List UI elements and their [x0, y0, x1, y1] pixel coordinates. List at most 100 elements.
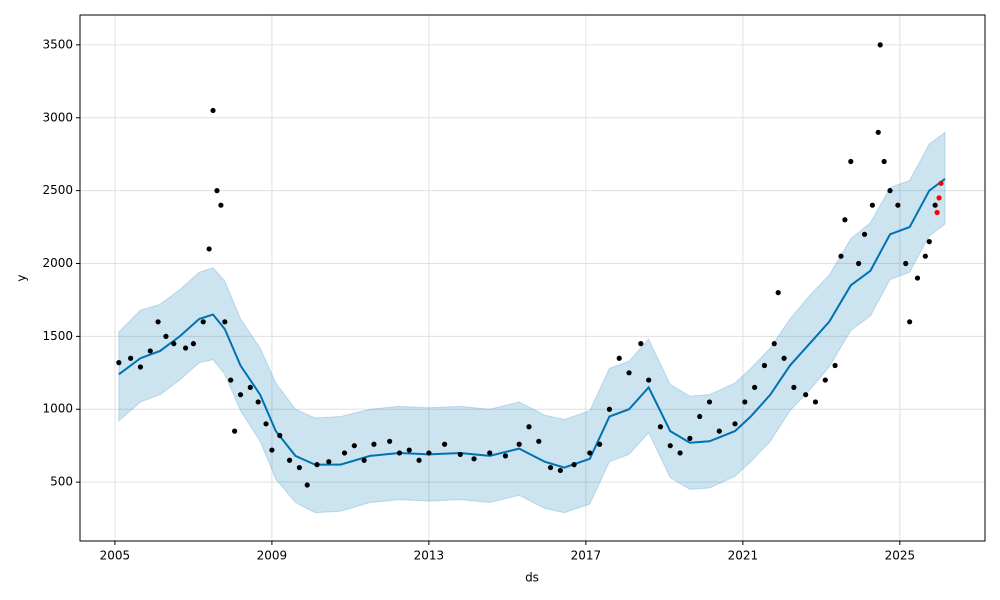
data-point: [182, 345, 189, 351]
data-point: [516, 441, 522, 447]
data-point: [296, 464, 302, 471]
data-point: [228, 377, 234, 383]
data-point: [752, 384, 758, 390]
data-point: [907, 319, 913, 325]
data-point: [687, 435, 693, 441]
data-point: [387, 438, 393, 444]
data-point: [547, 464, 554, 471]
data-point: [822, 377, 828, 383]
data-point: [277, 432, 283, 439]
data-point: [938, 180, 944, 186]
data-point: [206, 246, 212, 252]
data-point: [657, 424, 664, 430]
data-point: [314, 462, 320, 468]
data-point: [416, 457, 422, 463]
x-axis-label: ds: [525, 571, 539, 585]
data-point: [922, 253, 928, 259]
y-tick-label: 1500: [42, 329, 73, 343]
data-point: [371, 441, 377, 447]
data-point: [832, 362, 838, 369]
data-point: [732, 421, 738, 427]
data-point: [936, 195, 942, 201]
axes-frame: [79, 14, 986, 542]
y-tick-label: 3500: [42, 37, 73, 51]
data-point: [914, 275, 921, 281]
y-tick-label: 2000: [42, 256, 73, 270]
plot-area: [80, 15, 985, 541]
data-point: [571, 462, 577, 468]
data-point: [877, 42, 883, 48]
data-point: [638, 341, 644, 347]
data-point: [626, 370, 632, 376]
x-tick-label: 2025: [885, 549, 916, 563]
data-point: [812, 399, 819, 405]
data-point: [716, 428, 722, 434]
data-point: [606, 406, 613, 412]
data-point: [441, 441, 448, 447]
data-point: [471, 456, 477, 462]
data-point: [887, 188, 893, 194]
x-tick-label: 2017: [571, 549, 602, 563]
data-point: [781, 355, 787, 361]
data-point: [536, 438, 542, 444]
x-tick-label: 2013: [414, 549, 445, 563]
data-point: [214, 188, 220, 194]
data-point: [932, 202, 938, 208]
data-point: [842, 217, 848, 223]
data-point: [247, 384, 253, 390]
data-point: [426, 450, 432, 456]
data-point: [255, 399, 261, 405]
data-point: [677, 450, 683, 456]
data-point: [457, 451, 463, 458]
data-point: [557, 467, 563, 474]
data-point: [697, 413, 703, 420]
y-tick-label: 500: [50, 475, 73, 489]
x-tick-label: 2021: [728, 549, 759, 563]
data-point: [406, 447, 412, 453]
y-axis-label: y: [15, 274, 29, 281]
uncertainty-band: [118, 131, 946, 514]
data-point: [210, 107, 216, 114]
data-point: [237, 392, 244, 398]
data-point: [895, 202, 901, 208]
forecast-line: [118, 178, 946, 469]
data-point: [200, 319, 206, 325]
data-point: [934, 209, 940, 216]
data-point: [881, 158, 887, 165]
data-point: [706, 399, 713, 405]
data-point: [361, 457, 367, 463]
data-point: [646, 377, 652, 383]
data-point: [502, 453, 509, 459]
y-tick-label: 3000: [42, 110, 73, 124]
data-point: [616, 355, 622, 361]
data-point: [147, 348, 153, 354]
x-tick-label: 2009: [257, 549, 288, 563]
data-point: [771, 341, 777, 347]
data-point: [304, 482, 310, 488]
data-point: [803, 392, 809, 398]
data-point: [487, 450, 493, 456]
data-point: [761, 362, 768, 369]
data-point: [856, 260, 862, 267]
data-point: [742, 399, 748, 405]
x-tick-label: 2005: [100, 549, 131, 563]
data-point: [869, 202, 875, 208]
data-point: [326, 459, 332, 465]
data-point: [263, 421, 269, 427]
y-tick-label: 1000: [42, 402, 73, 416]
data-point: [667, 443, 673, 449]
data-point: [396, 450, 403, 456]
data-point: [848, 158, 854, 165]
data-point: [775, 290, 781, 296]
data-point: [116, 360, 122, 366]
data-point: [351, 443, 357, 449]
data-point: [218, 202, 224, 208]
data-point: [597, 441, 603, 447]
data-point: [190, 341, 197, 347]
data-point: [861, 231, 868, 237]
data-point: [163, 333, 169, 339]
data-point: [587, 450, 593, 456]
data-point: [155, 319, 161, 325]
